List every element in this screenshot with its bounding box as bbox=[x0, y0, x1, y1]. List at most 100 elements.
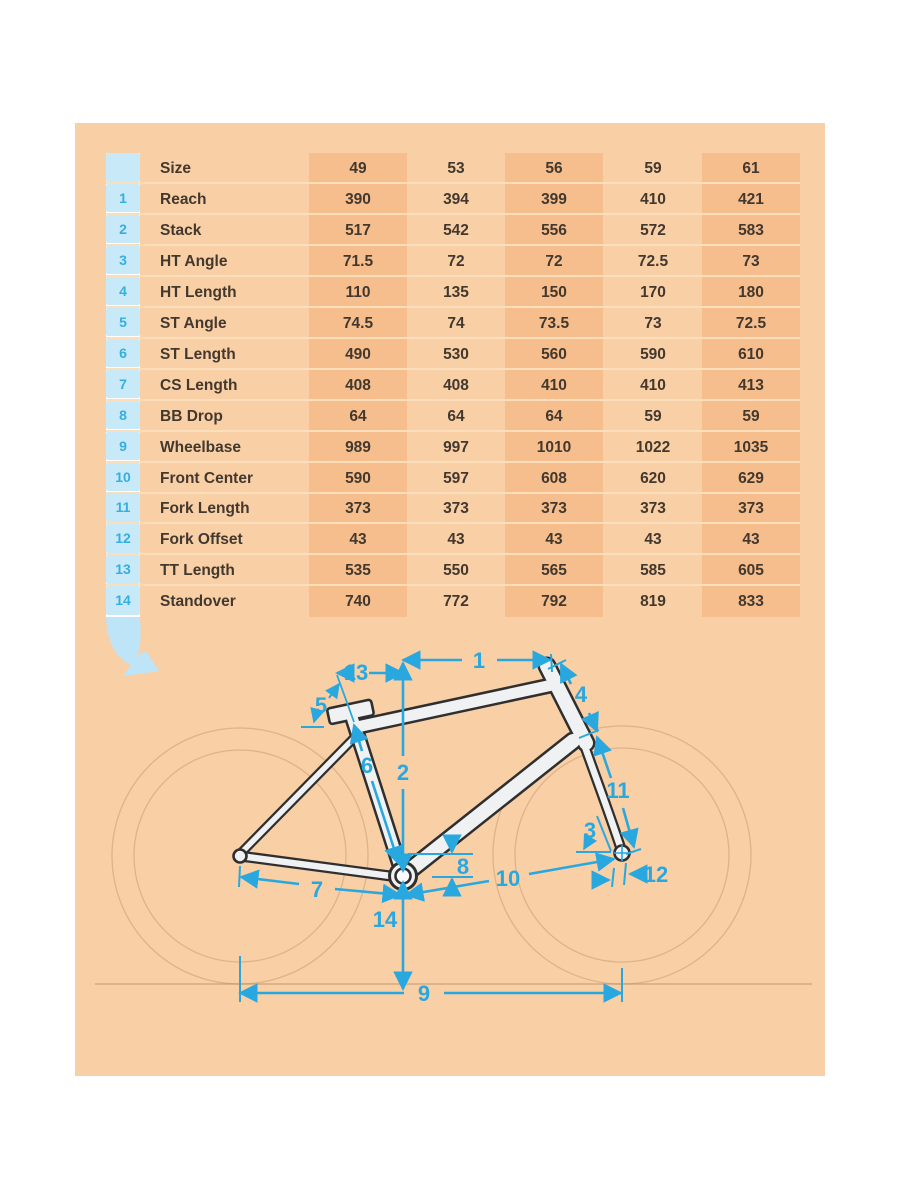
cell-value: 572 bbox=[640, 221, 666, 239]
row-number-chip: 14 bbox=[106, 586, 140, 615]
cell-value: 772 bbox=[443, 593, 469, 611]
cell-value: 74.5 bbox=[342, 314, 374, 332]
table-row: 3 HT Angle 71.5 72 72 72.5 73 bbox=[75, 245, 825, 277]
cell-value: 59 bbox=[644, 407, 662, 425]
geometry-panel: Size 49 53 56 59 61 1 Reach 390 394 399 410 421 2 Stac… bbox=[75, 123, 825, 1076]
row-divider bbox=[106, 212, 800, 215]
row-divider bbox=[106, 367, 800, 370]
cell-value: 597 bbox=[443, 469, 469, 487]
row-divider bbox=[106, 584, 800, 587]
row-label: Fork Offset bbox=[160, 531, 243, 549]
row-label: HT Length bbox=[160, 283, 237, 301]
cell-value: 421 bbox=[738, 190, 764, 208]
cell-value: 43 bbox=[545, 531, 563, 549]
cell-value: 1010 bbox=[536, 438, 572, 456]
cell-value: 583 bbox=[738, 221, 764, 239]
table-row: 13 TT Length 535 550 565 585 605 bbox=[75, 555, 825, 587]
cell-value: 490 bbox=[345, 345, 371, 363]
cell-value: 590 bbox=[345, 469, 371, 487]
cell-value: 43 bbox=[742, 531, 760, 549]
table-row: 10 Front Center 590 597 608 620 629 bbox=[75, 462, 825, 494]
row-number-chip: 11 bbox=[106, 493, 140, 522]
table-row: 4 HT Length 110 135 150 170 180 bbox=[75, 276, 825, 308]
row-number-chip: 1 bbox=[106, 183, 140, 213]
cell-value: 590 bbox=[640, 345, 666, 363]
cell-value: 565 bbox=[541, 562, 567, 580]
cell-value: 43 bbox=[447, 531, 465, 549]
cell-value: 373 bbox=[541, 500, 567, 518]
cell-value: 792 bbox=[541, 593, 567, 611]
table-row: 8 BB Drop 64 64 64 59 59 bbox=[75, 400, 825, 432]
column-stripe-1 bbox=[309, 153, 407, 617]
cell-value: 150 bbox=[541, 283, 567, 301]
cell-value: 605 bbox=[738, 562, 764, 580]
cell-value: 997 bbox=[443, 438, 469, 456]
row-label: Fork Length bbox=[160, 500, 250, 518]
cell-value: 608 bbox=[541, 469, 567, 487]
cell-value: 59 bbox=[742, 407, 760, 425]
cell-value: 72 bbox=[447, 252, 465, 270]
table-row: 1 Reach 390 394 399 410 421 bbox=[75, 183, 825, 215]
row-number-chip: 6 bbox=[106, 338, 140, 368]
row-divider bbox=[106, 398, 800, 401]
row-number-chip: 9 bbox=[106, 431, 140, 461]
cell-value: 410 bbox=[640, 190, 666, 208]
row-label: Front Center bbox=[160, 469, 253, 487]
cell-value: 373 bbox=[738, 500, 764, 518]
cell-value: 833 bbox=[738, 593, 764, 611]
cell-value: 413 bbox=[738, 376, 764, 394]
row-label: Size bbox=[160, 160, 192, 177]
cell-value: 819 bbox=[640, 593, 666, 611]
row-label: TT Length bbox=[160, 562, 235, 580]
cell-value: 408 bbox=[345, 376, 371, 394]
cell-value: 989 bbox=[345, 438, 371, 456]
cell-value: 629 bbox=[738, 469, 764, 487]
table-row: 5 ST Angle 74.5 74 73.5 73 72.5 bbox=[75, 307, 825, 339]
row-divider bbox=[106, 429, 800, 432]
cell-value: 410 bbox=[541, 376, 567, 394]
cell-value: 373 bbox=[640, 500, 666, 518]
cell-value: 610 bbox=[738, 345, 764, 363]
row-number-chip: 3 bbox=[106, 245, 140, 275]
row-label: CS Length bbox=[160, 376, 238, 394]
row-number-chip: 10 bbox=[106, 462, 140, 491]
row-label: HT Angle bbox=[160, 252, 228, 270]
row-label: Standover bbox=[160, 593, 236, 611]
row-divider bbox=[106, 336, 800, 339]
cell-value: 620 bbox=[640, 469, 666, 487]
cell-value: 410 bbox=[640, 376, 666, 394]
cell-value: 170 bbox=[640, 283, 666, 301]
cell-value: 43 bbox=[349, 531, 367, 549]
cell-value: 72 bbox=[545, 252, 563, 270]
row-number-chip: 7 bbox=[106, 369, 140, 399]
row-divider bbox=[106, 553, 800, 556]
cell-value: 73 bbox=[742, 252, 760, 270]
row-number-chip: 4 bbox=[106, 276, 140, 306]
table-row: 12 Fork Offset 43 43 43 43 43 bbox=[75, 524, 825, 556]
cell-value: 59 bbox=[644, 160, 662, 177]
cell-value: 73 bbox=[644, 314, 662, 332]
table-row: 6 ST Length 490 530 560 590 610 bbox=[75, 338, 825, 370]
table-row: 7 CS Length 408 408 410 410 413 bbox=[75, 369, 825, 401]
cell-value: 585 bbox=[640, 562, 666, 580]
row-divider bbox=[106, 491, 800, 494]
cell-value: 180 bbox=[738, 283, 764, 301]
cell-value: 56 bbox=[545, 160, 563, 177]
cell-value: 550 bbox=[443, 562, 469, 580]
cell-value: 408 bbox=[443, 376, 469, 394]
cell-value: 53 bbox=[447, 160, 465, 177]
row-number-chip: 5 bbox=[106, 307, 140, 337]
geometry-table: Size 49 53 56 59 61 1 Reach 390 394 399 410 421 2 Stac… bbox=[75, 123, 825, 623]
cell-value: 542 bbox=[443, 221, 469, 239]
cell-value: 530 bbox=[443, 345, 469, 363]
cell-value: 556 bbox=[541, 221, 567, 239]
row-label: Wheelbase bbox=[160, 438, 241, 456]
row-number-chip bbox=[106, 153, 140, 182]
row-divider bbox=[106, 460, 800, 463]
cell-value: 517 bbox=[345, 221, 371, 239]
row-divider bbox=[106, 182, 800, 184]
cell-value: 399 bbox=[541, 190, 567, 208]
cell-value: 73.5 bbox=[538, 314, 570, 332]
row-number-chip: 13 bbox=[106, 555, 140, 584]
